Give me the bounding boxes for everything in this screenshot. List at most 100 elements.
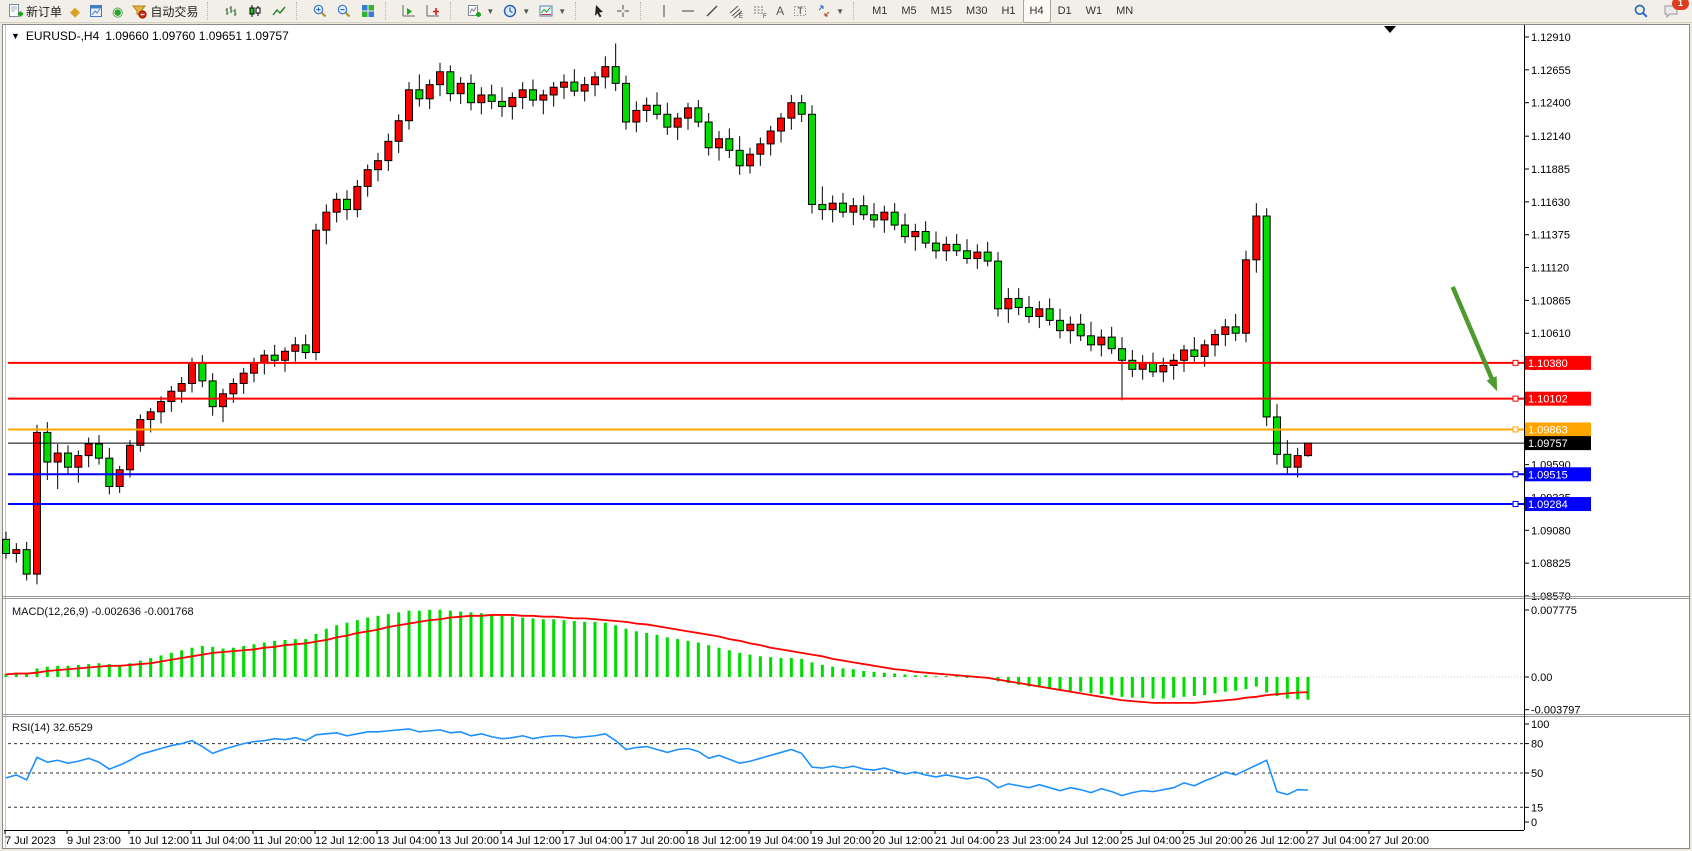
add-indicator-icon	[468, 5, 482, 17]
trendline-icon	[706, 5, 718, 17]
svg-text:25 Jul 20:00: 25 Jul 20:00	[1183, 835, 1243, 847]
vertical-line-icon	[663, 5, 665, 17]
new-chart-button[interactable]	[84, 0, 108, 22]
macd-values: -0.002636 -0.001768	[91, 606, 194, 618]
timeframe-m30-button[interactable]: M30	[966, 5, 988, 17]
rsi-name: RSI(14)	[12, 722, 50, 734]
svg-text:1.09284: 1.09284	[1528, 499, 1568, 511]
signals-button[interactable]: ◉	[108, 0, 127, 22]
svg-text:100: 100	[1531, 719, 1549, 731]
svg-text:19 Jul 04:00: 19 Jul 04:00	[749, 835, 809, 847]
arrows-button[interactable]: ▼	[812, 0, 848, 22]
auto-trading-button[interactable]: 自动交易	[127, 0, 202, 22]
indicators-button[interactable]: ▼	[462, 0, 498, 22]
svg-text:12 Jul 12:00: 12 Jul 12:00	[315, 835, 375, 847]
equidistant-channel-icon: E	[729, 5, 743, 19]
svg-text:1.12140: 1.12140	[1531, 131, 1571, 143]
svg-text:24 Jul 12:00: 24 Jul 12:00	[1059, 835, 1119, 847]
svg-text:-0.003797: -0.003797	[1531, 705, 1581, 717]
chart-window: 1.12910 1.12655 1.12400 1.12140 1.11885 1.116…	[0, 22, 1692, 851]
svg-text:13 Jul 20:00: 13 Jul 20:00	[439, 835, 499, 847]
svg-text:20 Jul 12:00: 20 Jul 12:00	[873, 835, 933, 847]
chevron-down-icon: ▼	[522, 6, 531, 16]
new-order-button[interactable]: 新订单	[3, 0, 66, 22]
text-button[interactable]: A	[772, 0, 788, 22]
bar-chart-button[interactable]	[219, 0, 243, 22]
vertical-line-button[interactable]	[652, 0, 676, 22]
svg-text:1.12655: 1.12655	[1531, 65, 1571, 77]
timeframe-m5-button[interactable]: M5	[901, 5, 917, 17]
auto-trading-label: 自动交易	[150, 4, 199, 19]
chart-canvas[interactable]: 1.12910 1.12655 1.12400 1.12140 1.11885 1.116…	[0, 22, 1692, 851]
svg-text:7 Jul 2023: 7 Jul 2023	[5, 835, 56, 847]
svg-text:0.00: 0.00	[1531, 672, 1552, 684]
svg-text:1.12910: 1.12910	[1531, 32, 1571, 44]
svg-text:1.11885: 1.11885	[1531, 164, 1570, 176]
svg-text:1.11120: 1.11120	[1531, 263, 1569, 275]
trendline-button[interactable]	[700, 0, 724, 22]
candlestick-chart-button[interactable]	[243, 0, 267, 22]
horizontal-line-icon	[682, 10, 695, 12]
toolbox-button[interactable]: ◆	[66, 0, 84, 22]
chevron-down-icon: ▼	[486, 6, 495, 16]
svg-text:11 Jul 04:00: 11 Jul 04:00	[191, 835, 250, 847]
new-order-label: 新订单	[26, 4, 63, 19]
zoom-in-icon	[314, 4, 327, 18]
svg-text:1.10610: 1.10610	[1531, 328, 1571, 340]
svg-text:1.09863: 1.09863	[1528, 424, 1568, 436]
notifications-button[interactable]: 1	[1659, 0, 1689, 22]
svg-text:9 Jul 23:00: 9 Jul 23:00	[67, 835, 121, 847]
templates-button[interactable]: ▼	[534, 0, 570, 22]
timeframe-w1-button[interactable]: W1	[1085, 5, 1103, 17]
timeframe-h1-button[interactable]: H1	[1001, 5, 1016, 17]
auto-scroll-button[interactable]	[397, 0, 421, 22]
svg-text:25 Jul 04:00: 25 Jul 04:00	[1121, 835, 1181, 847]
svg-text:1.08825: 1.08825	[1531, 558, 1571, 570]
toolbar-separator	[385, 2, 392, 20]
timeframe-m1-button[interactable]: M1	[872, 5, 888, 17]
svg-text:1.12400: 1.12400	[1531, 98, 1571, 110]
toolbar-separator	[575, 2, 582, 20]
svg-text:15: 15	[1531, 802, 1543, 814]
timeframe-m15-button[interactable]: M15	[930, 5, 953, 17]
macd-name: MACD(12,26,9)	[12, 606, 89, 618]
tile-windows-button[interactable]	[356, 0, 380, 22]
zoom-out-button[interactable]	[332, 0, 356, 22]
zoom-in-button[interactable]	[308, 0, 332, 22]
text-icon: A	[776, 4, 785, 18]
toolbar-separator	[640, 2, 647, 20]
svg-text:F: F	[763, 14, 767, 19]
equidistant-channel-button[interactable]: E	[724, 0, 748, 22]
svg-text:23 Jul 23:00: 23 Jul 23:00	[997, 835, 1057, 847]
signal-icon: ◉	[112, 3, 124, 19]
cube-icon: ◆	[70, 3, 81, 19]
svg-text:10 Jul 12:00: 10 Jul 12:00	[129, 835, 189, 847]
template-icon	[539, 5, 553, 17]
text-label-button[interactable]: T	[788, 0, 812, 22]
line-chart-button[interactable]	[267, 0, 291, 22]
timeframe-mn-button[interactable]: MN	[1116, 5, 1134, 17]
svg-text:18 Jul 12:00: 18 Jul 12:00	[687, 835, 747, 847]
svg-text:14 Jul 12:00: 14 Jul 12:00	[501, 835, 561, 847]
bar-chart-icon	[225, 6, 237, 16]
candlestick-chart-icon	[249, 5, 261, 17]
notification-badge: 1	[1672, 0, 1689, 10]
crosshair-button[interactable]	[611, 0, 635, 22]
toolbar-separator	[296, 2, 303, 20]
svg-text:26 Jul 12:00: 26 Jul 12:00	[1245, 835, 1305, 847]
line-chart-icon	[272, 6, 286, 16]
chart-shift-button[interactable]	[421, 0, 445, 22]
horizontal-line-button[interactable]	[676, 0, 700, 22]
zoom-out-icon	[338, 4, 351, 18]
fibonacci-button[interactable]: F	[748, 0, 772, 22]
search-button[interactable]	[1629, 0, 1653, 22]
timeframe-d1-button[interactable]: D1	[1057, 5, 1072, 17]
periods-button[interactable]: ▼	[498, 0, 534, 22]
cursor-button[interactable]	[587, 0, 611, 22]
chart-ohlc-values: 1.09660 1.09760 1.09651 1.09757	[105, 29, 289, 43]
svg-text:1.10102: 1.10102	[1528, 394, 1568, 406]
toolbar: 新订单 ◆ ◉ 自动交易	[0, 0, 1692, 23]
svg-text:T: T	[798, 6, 804, 16]
timeframe-h4-button[interactable]: H4	[1022, 0, 1051, 23]
